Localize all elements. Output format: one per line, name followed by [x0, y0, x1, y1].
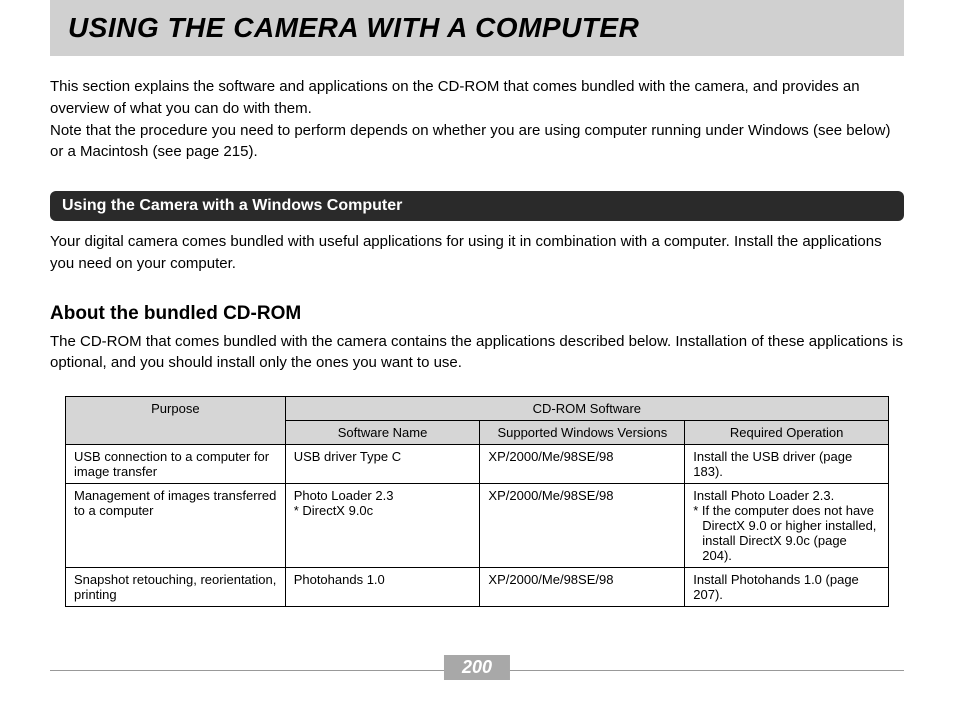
cell-required-note: * If the computer does not have DirectX … — [693, 503, 880, 563]
cell-supported: XP/2000/Me/98SE/98 — [480, 484, 685, 568]
page-footer: 200 — [50, 655, 904, 685]
th-purpose: Purpose — [66, 397, 286, 445]
section-bar: Using the Camera with a Windows Computer — [50, 191, 904, 221]
cell-supported: XP/2000/Me/98SE/98 — [480, 568, 685, 607]
cell-purpose: USB connection to a computer for image t… — [66, 445, 286, 484]
table-row: Snapshot retouching, reorientation, prin… — [66, 568, 889, 607]
th-required: Required Operation — [685, 421, 889, 445]
th-group: CD-ROM Software — [285, 397, 888, 421]
cell-software: Photohands 1.0 — [285, 568, 480, 607]
cell-required: Install the USB driver (page 183). — [685, 445, 889, 484]
software-table: Purpose CD-ROM Software Software Name Su… — [65, 396, 889, 607]
table-row: USB connection to a computer for image t… — [66, 445, 889, 484]
table-row: Management of images transferred to a co… — [66, 484, 889, 568]
page-number: 200 — [444, 655, 510, 680]
title-banner: USING THE CAMERA WITH A COMPUTER — [50, 0, 904, 56]
intro-text: This section explains the software and a… — [50, 76, 904, 163]
section-body: Your digital camera comes bundled with u… — [50, 231, 904, 275]
th-software-name: Software Name — [285, 421, 480, 445]
sub-heading: About the bundled CD-ROM — [50, 303, 904, 325]
cell-purpose: Management of images transferred to a co… — [66, 484, 286, 568]
table-header-row-1: Purpose CD-ROM Software — [66, 397, 889, 421]
page-title: USING THE CAMERA WITH A COMPUTER — [68, 12, 886, 44]
cell-required-main: Install Photo Loader 2.3. — [693, 488, 834, 503]
th-supported: Supported Windows Versions — [480, 421, 685, 445]
cell-software: Photo Loader 2.3* DirectX 9.0c — [285, 484, 480, 568]
section-bar-label: Using the Camera with a Windows Computer — [62, 197, 402, 214]
cell-purpose: Snapshot retouching, reorientation, prin… — [66, 568, 286, 607]
sub-body: The CD-ROM that comes bundled with the c… — [50, 331, 904, 375]
cell-required: Install Photohands 1.0 (page 207). — [685, 568, 889, 607]
cell-supported: XP/2000/Me/98SE/98 — [480, 445, 685, 484]
cell-software: USB driver Type C — [285, 445, 480, 484]
manual-page: USING THE CAMERA WITH A COMPUTER This se… — [0, 0, 954, 705]
cell-required: Install Photo Loader 2.3. * If the compu… — [685, 484, 889, 568]
